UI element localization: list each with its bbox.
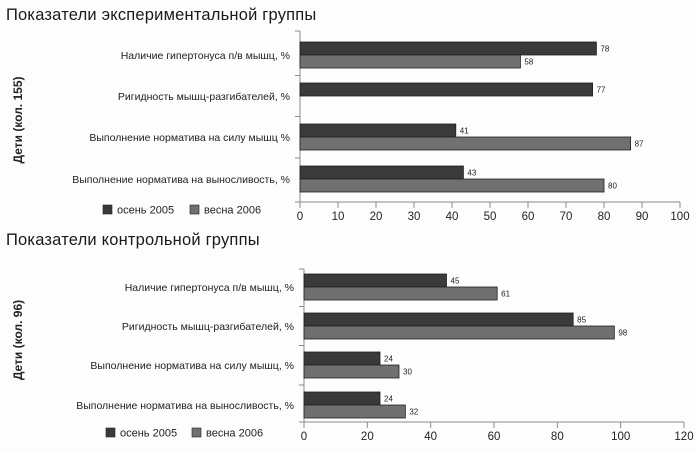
- category-label-0-3: Выполнение норматива на выносливость, %: [72, 174, 290, 186]
- x-tick-label-0-1: 10: [332, 211, 345, 223]
- x-tick-label-1-5: 100: [611, 431, 630, 443]
- x-tick-label-1-1: 20: [361, 431, 374, 443]
- data-label-0-s1-c0: 58: [524, 58, 533, 67]
- category-label-0-1: Ригидность мышц-разгибателей, %: [118, 91, 290, 103]
- data-label-0-s0-c0: 78: [600, 45, 609, 54]
- x-tick-label-1-6: 120: [674, 431, 693, 443]
- bar-1-s1-c1: [303, 325, 615, 340]
- x-tick-label-0-9: 90: [636, 211, 649, 223]
- data-label-1-s1-c3: 32: [409, 408, 418, 417]
- x-tick-label-0-8: 80: [598, 211, 611, 223]
- bar-1-s1-c2: [303, 364, 400, 379]
- x-tick-label-1-3: 60: [488, 431, 501, 443]
- data-label-0-s1-c3: 80: [608, 182, 617, 191]
- legend-label-1-0: осень 2005: [120, 428, 177, 440]
- legend-swatch-0-1: [189, 204, 200, 215]
- legend-swatch-1-1: [191, 427, 202, 438]
- data-label-1-s1-c0: 61: [501, 290, 510, 299]
- data-label-1-s0-c2: 24: [384, 355, 393, 364]
- x-tick-label-0-4: 40: [446, 211, 459, 223]
- legend-label-0-0: осень 2005: [117, 205, 174, 217]
- data-label-0-s0-c2: 41: [460, 127, 469, 136]
- bar-1-s0-c3: [303, 391, 381, 406]
- x-tick-label-0-0: 0: [297, 211, 303, 223]
- category-label-1-0: Наличие гипертонуса п/в мышц, %: [125, 282, 294, 294]
- bar-1-s0-c2: [303, 351, 381, 366]
- data-label-0-s1-c2: 87: [635, 140, 644, 149]
- category-label-1-3: Выполнение норматива на выносливость, %: [76, 400, 294, 412]
- bar-1-s1-c0: [303, 286, 498, 301]
- legend-label-1-1: весна 2006: [206, 428, 263, 440]
- legend-swatch-1-0: [105, 427, 116, 438]
- data-label-0-s0-c3: 43: [467, 169, 476, 178]
- x-tick-label-0-6: 60: [522, 211, 535, 223]
- bar-1-s1-c3: [303, 404, 406, 419]
- y-axis-label-1: Дети (кол. 96): [11, 300, 25, 380]
- bar-0-s0-c3: [299, 165, 464, 180]
- chart-title-control: Показатели контрольной группы: [6, 231, 260, 249]
- x-tick-label-1-4: 80: [551, 431, 564, 443]
- x-tick-label-0-10: 100: [670, 211, 689, 223]
- bar-0-s1-c2: [299, 136, 632, 151]
- legend-label-0-1: весна 2006: [204, 205, 261, 217]
- data-label-1-s1-c2: 30: [403, 368, 412, 377]
- x-tick-label-0-7: 70: [560, 211, 573, 223]
- y-axis-label-0: Дети (кол. 155): [11, 77, 25, 164]
- x-tick-label-0-3: 30: [408, 211, 421, 223]
- data-label-1-s0-c0: 45: [451, 277, 460, 286]
- bar-1-s0-c1: [303, 312, 574, 327]
- data-label-1-s1-c1: 98: [618, 329, 627, 338]
- data-label-1-s0-c1: 85: [577, 316, 586, 325]
- bar-0-s1-c3: [299, 178, 605, 193]
- category-label-0-0: Наличие гипертонуса п/в мышц, %: [121, 50, 290, 62]
- x-tick-label-1-2: 40: [424, 431, 437, 443]
- category-label-1-2: Выполнение норматива на силу мышц, %: [90, 360, 294, 372]
- bar-0-s0-c0: [299, 41, 597, 56]
- x-tick-label-0-2: 20: [370, 211, 383, 223]
- legend-swatch-0-0: [102, 204, 113, 215]
- bar-1-s0-c0: [303, 273, 447, 288]
- data-label-0-s0-c1: 77: [597, 86, 606, 95]
- bar-0-s0-c1: [299, 82, 594, 97]
- category-label-1-1: Ригидность мышц-разгибателей, %: [122, 321, 294, 333]
- bar-0-s1-c0: [299, 54, 521, 69]
- x-tick-label-0-5: 50: [484, 211, 497, 223]
- category-label-0-2: Выполнение норматива на силу мышц %: [89, 132, 290, 144]
- data-label-1-s0-c3: 24: [384, 395, 393, 404]
- bar-0-s0-c2: [299, 123, 457, 138]
- chart-title-experimental: Показатели экспериментальной группы: [6, 6, 317, 24]
- x-tick-label-1-0: 0: [301, 431, 307, 443]
